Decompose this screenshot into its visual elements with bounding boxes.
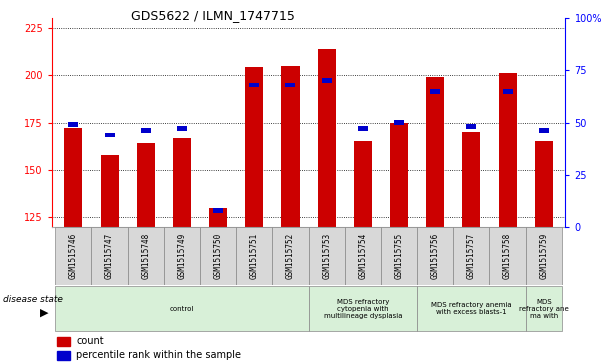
Bar xyxy=(539,129,548,133)
FancyBboxPatch shape xyxy=(454,227,489,285)
Bar xyxy=(57,337,70,346)
Text: MDS refractory
cytopenia with
multilineage dysplasia: MDS refractory cytopenia with multilinea… xyxy=(323,298,402,319)
Text: GSM1515752: GSM1515752 xyxy=(286,233,295,279)
Text: GSM1515749: GSM1515749 xyxy=(178,233,187,279)
FancyBboxPatch shape xyxy=(381,227,417,285)
FancyBboxPatch shape xyxy=(128,227,164,285)
Text: control: control xyxy=(170,306,194,311)
Bar xyxy=(358,126,368,131)
Bar xyxy=(503,89,513,94)
Text: GSM1515757: GSM1515757 xyxy=(467,233,476,279)
Bar xyxy=(430,89,440,94)
Bar xyxy=(245,68,263,363)
Text: GSM1515754: GSM1515754 xyxy=(358,233,367,279)
Text: percentile rank within the sample: percentile rank within the sample xyxy=(77,350,241,360)
FancyBboxPatch shape xyxy=(417,286,526,331)
FancyBboxPatch shape xyxy=(55,286,308,331)
Text: GSM1515750: GSM1515750 xyxy=(213,233,223,279)
Text: GSM1515758: GSM1515758 xyxy=(503,233,512,279)
Bar xyxy=(534,142,553,363)
Bar xyxy=(354,142,372,363)
FancyBboxPatch shape xyxy=(91,227,128,285)
FancyBboxPatch shape xyxy=(164,227,200,285)
Text: GSM1515753: GSM1515753 xyxy=(322,233,331,279)
Bar xyxy=(173,138,191,363)
FancyBboxPatch shape xyxy=(308,227,345,285)
Bar xyxy=(213,208,223,213)
Bar xyxy=(57,351,70,360)
Text: MDS refractory anemia
with excess blasts-1: MDS refractory anemia with excess blasts… xyxy=(431,302,512,315)
FancyBboxPatch shape xyxy=(308,286,417,331)
FancyBboxPatch shape xyxy=(236,227,272,285)
Text: GSM1515751: GSM1515751 xyxy=(250,233,259,279)
Text: ▶: ▶ xyxy=(40,307,48,317)
Bar xyxy=(141,129,151,133)
Text: GSM1515746: GSM1515746 xyxy=(69,233,78,279)
FancyBboxPatch shape xyxy=(417,227,454,285)
Text: GDS5622 / ILMN_1747715: GDS5622 / ILMN_1747715 xyxy=(131,9,295,22)
FancyBboxPatch shape xyxy=(272,227,308,285)
Bar xyxy=(249,82,259,87)
Bar xyxy=(137,143,155,363)
Bar xyxy=(317,49,336,363)
Bar xyxy=(394,120,404,125)
Bar xyxy=(322,78,331,83)
FancyBboxPatch shape xyxy=(526,286,562,331)
FancyBboxPatch shape xyxy=(55,227,91,285)
Text: disease state: disease state xyxy=(3,295,63,304)
Bar xyxy=(100,155,119,363)
Bar xyxy=(390,122,408,363)
FancyBboxPatch shape xyxy=(489,227,526,285)
Bar xyxy=(466,124,476,129)
Text: count: count xyxy=(77,337,104,346)
Text: GSM1515756: GSM1515756 xyxy=(430,233,440,279)
Bar xyxy=(69,122,78,127)
Bar xyxy=(462,132,480,363)
Bar xyxy=(426,77,444,363)
Text: MDS
refractory ane
ma with: MDS refractory ane ma with xyxy=(519,298,568,319)
Text: GSM1515759: GSM1515759 xyxy=(539,233,548,279)
Bar xyxy=(105,132,114,138)
FancyBboxPatch shape xyxy=(200,227,236,285)
Text: GSM1515755: GSM1515755 xyxy=(395,233,404,279)
Bar xyxy=(499,73,517,363)
Bar xyxy=(64,128,83,363)
Bar xyxy=(209,208,227,363)
Text: GSM1515747: GSM1515747 xyxy=(105,233,114,279)
Bar xyxy=(282,66,300,363)
Text: GSM1515748: GSM1515748 xyxy=(141,233,150,279)
FancyBboxPatch shape xyxy=(526,227,562,285)
FancyBboxPatch shape xyxy=(345,227,381,285)
Bar xyxy=(177,126,187,131)
Bar xyxy=(286,82,295,87)
